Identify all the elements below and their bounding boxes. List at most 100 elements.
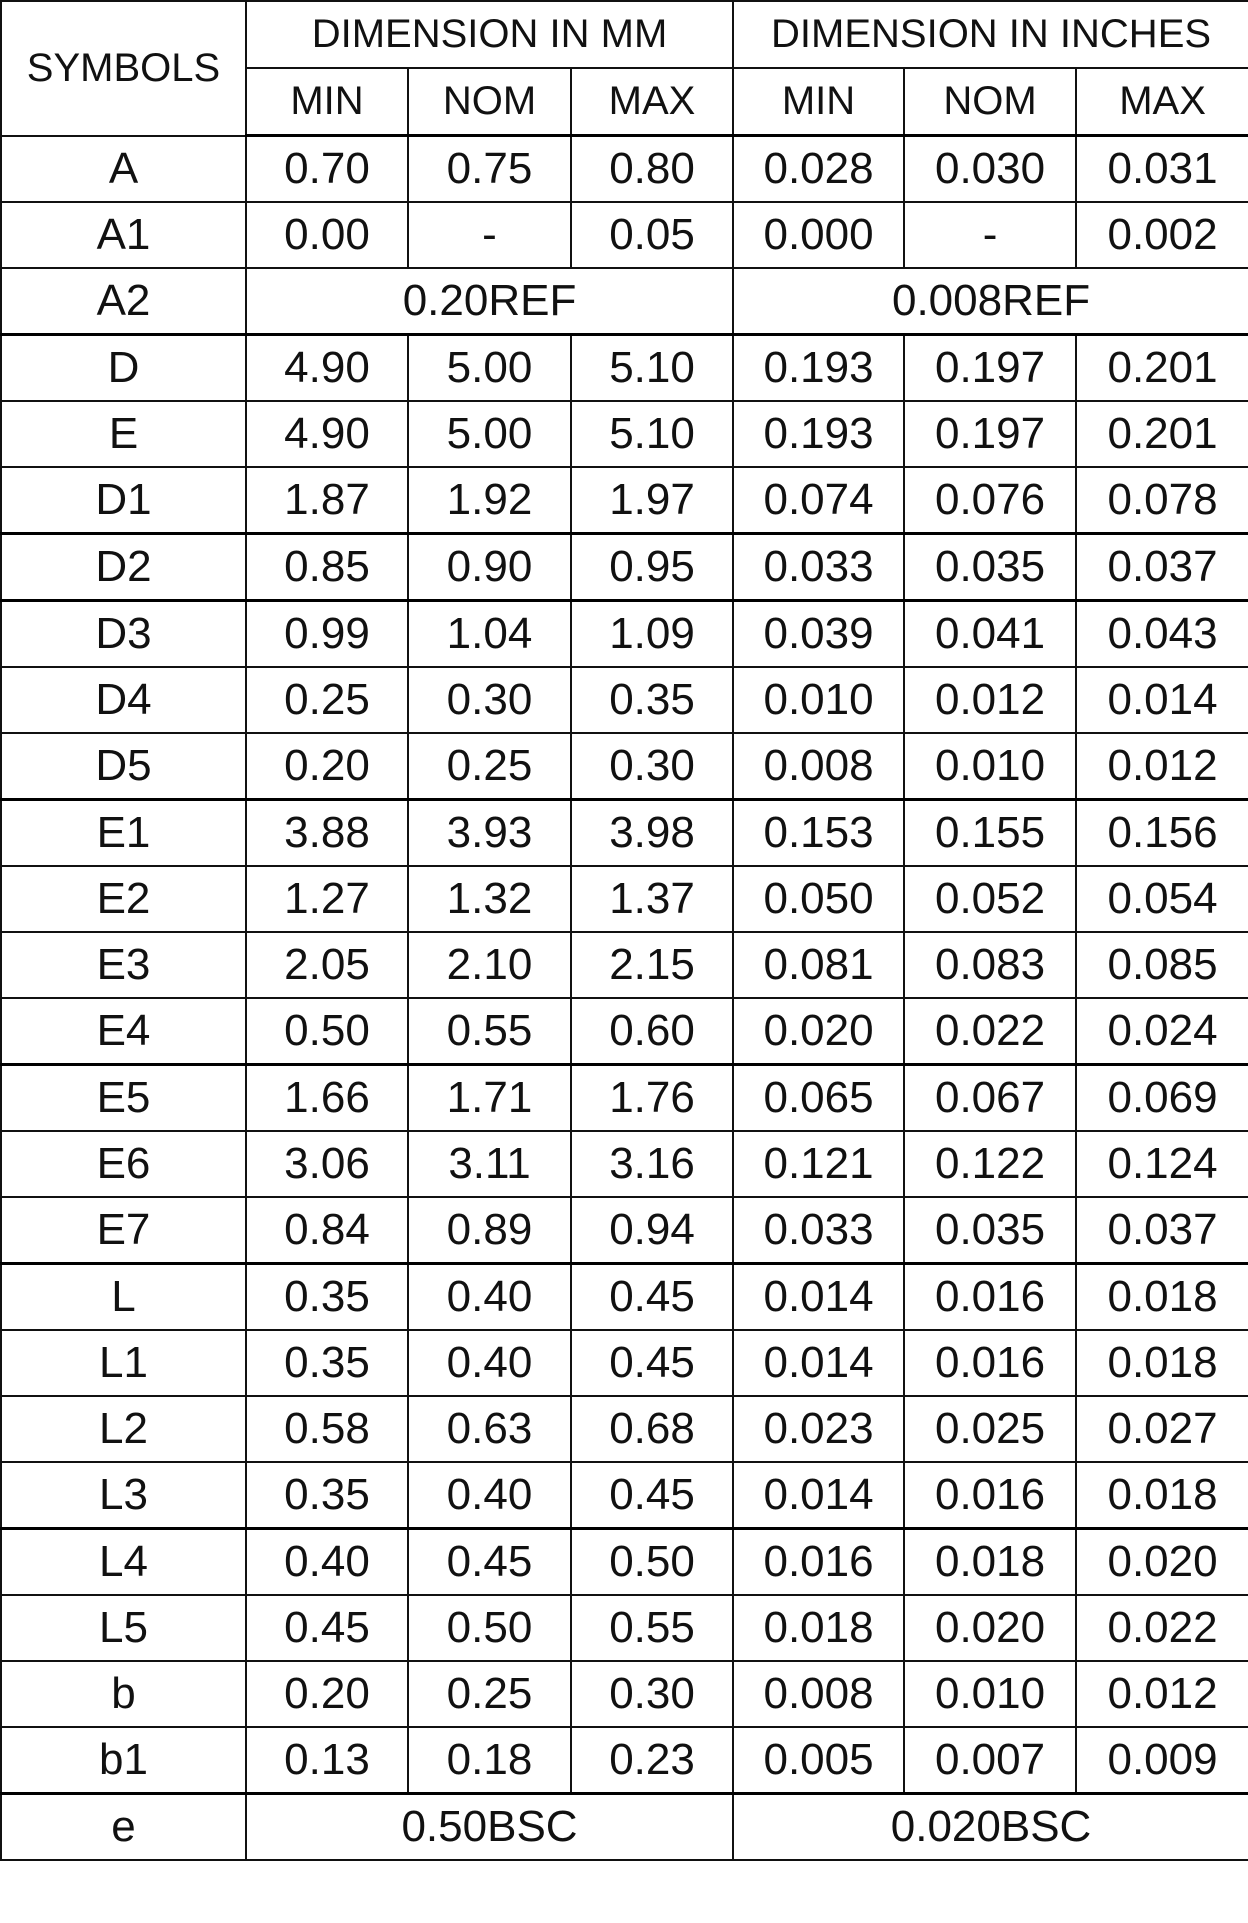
value-cell: 0.153 <box>732 798 906 867</box>
symbol-cell: E1 <box>0 798 247 867</box>
value-cell: 0.122 <box>903 1130 1078 1198</box>
value-cell: 0.201 <box>1075 400 1248 468</box>
value-cell: 0.012 <box>1075 1660 1248 1728</box>
value-cell: 0.031 <box>1075 134 1248 203</box>
value-cell: 0.005 <box>732 1726 906 1795</box>
header-cell: MAX <box>569 67 735 137</box>
header-cell: NOM <box>903 67 1078 137</box>
value-cell: 0.35 <box>245 1262 409 1331</box>
value-cell: 0.89 <box>407 1196 572 1265</box>
value-cell: 0.30 <box>569 1660 735 1728</box>
value-cell: 0.40 <box>407 1262 572 1331</box>
symbol-cell: D2 <box>0 532 247 602</box>
table-row: E5 1.66 1.71 1.76 0.065 0.067 0.069 <box>0 1063 1248 1132</box>
value-cell: 0.052 <box>903 865 1078 933</box>
value-cell: 2.05 <box>245 931 409 999</box>
value-cell: 4.90 <box>245 333 409 402</box>
table-row: L3 0.35 0.40 0.45 0.014 0.016 0.018 <box>0 1461 1248 1530</box>
symbol-cell: D5 <box>0 732 247 801</box>
value-cell: 0.75 <box>407 134 572 203</box>
value-cell: 0.94 <box>569 1196 735 1265</box>
value-cell: 1.04 <box>407 599 572 668</box>
value-cell: 0.35 <box>245 1329 409 1397</box>
value-cell: 0.201 <box>1075 333 1248 402</box>
value-cell: 1.71 <box>407 1063 572 1132</box>
value-cell: 0.018 <box>1075 1262 1248 1331</box>
table-row: E1 3.88 3.93 3.98 0.153 0.155 0.156 <box>0 798 1248 867</box>
symbol-cell: e <box>0 1792 247 1861</box>
table-row: b1 0.13 0.18 0.23 0.005 0.007 0.009 <box>0 1726 1248 1795</box>
value-cell: 1.97 <box>569 466 735 535</box>
symbol-cell: E2 <box>0 865 247 933</box>
value-cell: 1.92 <box>407 466 572 535</box>
value-cell: 0.63 <box>407 1395 572 1463</box>
symbol-cell: L4 <box>0 1527 247 1596</box>
symbol-cell: A2 <box>0 267 247 336</box>
value-cell: 0.081 <box>732 931 906 999</box>
value-cell: 0.25 <box>407 732 572 801</box>
value-cell: 0.193 <box>732 333 906 402</box>
value-cell: 0.023 <box>732 1395 906 1463</box>
symbol-cell: E <box>0 400 247 468</box>
value-cell: 0.85 <box>245 532 409 602</box>
value-cell: - <box>903 201 1078 269</box>
value-cell: 0.012 <box>903 666 1078 734</box>
value-cell: 0.55 <box>569 1594 735 1662</box>
value-cell: 3.16 <box>569 1130 735 1198</box>
header-cell: SYMBOLS <box>0 0 247 137</box>
value-cell: 3.88 <box>245 798 409 867</box>
value-cell: 0.40 <box>407 1329 572 1397</box>
table-row: D3 0.99 1.04 1.09 0.039 0.041 0.043 <box>0 599 1248 668</box>
value-cell: 0.50 <box>407 1594 572 1662</box>
table-row: D5 0.20 0.25 0.30 0.008 0.010 0.012 <box>0 732 1248 801</box>
symbol-cell: D1 <box>0 466 247 535</box>
value-cell: 0.197 <box>903 333 1078 402</box>
value-cell: 0.68 <box>569 1395 735 1463</box>
value-cell: 0.50 <box>569 1527 735 1596</box>
value-cell: 5.00 <box>407 400 572 468</box>
table-header: SYMBOLS DIMENSION IN MM DIMENSION IN INC… <box>0 0 1248 137</box>
value-cell: 0.020 <box>903 1594 1078 1662</box>
symbol-cell: E4 <box>0 997 247 1066</box>
value-cell: 0.80 <box>569 134 735 203</box>
value-cell: 1.76 <box>569 1063 735 1132</box>
value-cell: 0.037 <box>1075 532 1248 602</box>
header-row: SYMBOLS DIMENSION IN MM DIMENSION IN INC… <box>0 0 1248 137</box>
value-cell: 0.30 <box>569 732 735 801</box>
value-cell: 5.00 <box>407 333 572 402</box>
value-cell: 0.45 <box>569 1329 735 1397</box>
table-row: L1 0.35 0.40 0.45 0.014 0.016 0.018 <box>0 1329 1248 1397</box>
table-body: A 0.70 0.75 0.80 0.028 0.030 0.031 A1 0.00-0.05 0… <box>0 134 1248 1861</box>
value-cell: 0.030 <box>903 134 1078 203</box>
symbol-cell: E7 <box>0 1196 247 1265</box>
table-row: L 0.35 0.40 0.45 0.014 0.016 0.018 <box>0 1262 1248 1331</box>
table-row: L2 0.58 0.63 0.68 0.023 0.025 0.027 <box>0 1395 1248 1463</box>
value-cell: 0.054 <box>1075 865 1248 933</box>
header-row: MIN NOM MAX MIN NOM MAX <box>1 67 1248 137</box>
value-cell: 0.197 <box>903 400 1078 468</box>
value-cell: 0.156 <box>1075 798 1248 867</box>
value-cell: 1.37 <box>569 865 735 933</box>
value-cell: 0.065 <box>732 1063 906 1132</box>
value-cell: 0.039 <box>732 599 906 668</box>
value-cell: 0.121 <box>732 1130 906 1198</box>
symbol-cell: L2 <box>0 1395 247 1463</box>
symbol-cell: L3 <box>0 1461 247 1530</box>
symbol-cell: E6 <box>0 1130 247 1198</box>
value-cell: 0.028 <box>732 134 906 203</box>
value-cell: 0.035 <box>903 532 1078 602</box>
symbol-cell: E5 <box>0 1063 247 1132</box>
value-cell: 0.018 <box>903 1527 1078 1596</box>
value-cell: 3.98 <box>569 798 735 867</box>
value-cell: 0.008 <box>732 732 906 801</box>
value-cell: 0.60 <box>569 997 735 1066</box>
value-cell: 0.085 <box>1075 931 1248 999</box>
value-cell: 0.99 <box>245 599 409 668</box>
value-cell: 0.35 <box>245 1461 409 1530</box>
value-cell: 3.06 <box>245 1130 409 1198</box>
value-cell: 0.022 <box>1075 1594 1248 1662</box>
table-row: E6 3.06 3.11 3.16 0.121 0.122 0.124 <box>0 1130 1248 1198</box>
value-cell: 0.016 <box>732 1527 906 1596</box>
value-cell: 0.55 <box>407 997 572 1066</box>
value-cell: 0.155 <box>903 798 1078 867</box>
